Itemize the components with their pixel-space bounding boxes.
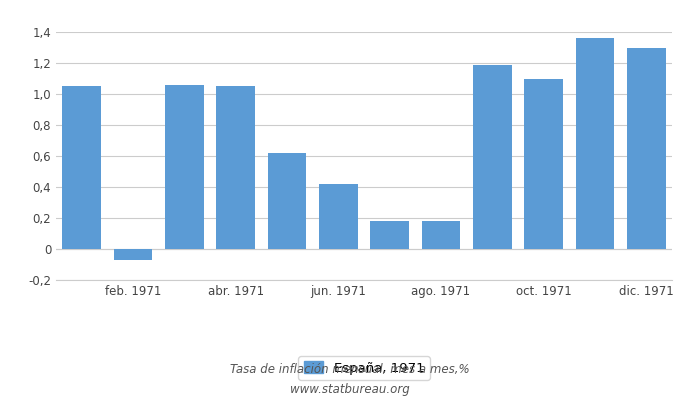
Bar <box>575 38 615 249</box>
Bar <box>627 48 666 249</box>
Bar <box>421 221 461 249</box>
Legend: España, 1971: España, 1971 <box>298 356 430 380</box>
Bar <box>62 86 101 249</box>
Bar <box>370 221 409 249</box>
Text: Tasa de inflación mensual, mes a mes,%: Tasa de inflación mensual, mes a mes,% <box>230 364 470 376</box>
Bar <box>473 64 512 249</box>
Bar <box>267 153 307 249</box>
Text: www.statbureau.org: www.statbureau.org <box>290 384 410 396</box>
Bar <box>216 86 255 249</box>
Bar <box>113 249 153 260</box>
Bar <box>524 78 563 249</box>
Bar <box>165 85 204 249</box>
Bar <box>319 184 358 249</box>
